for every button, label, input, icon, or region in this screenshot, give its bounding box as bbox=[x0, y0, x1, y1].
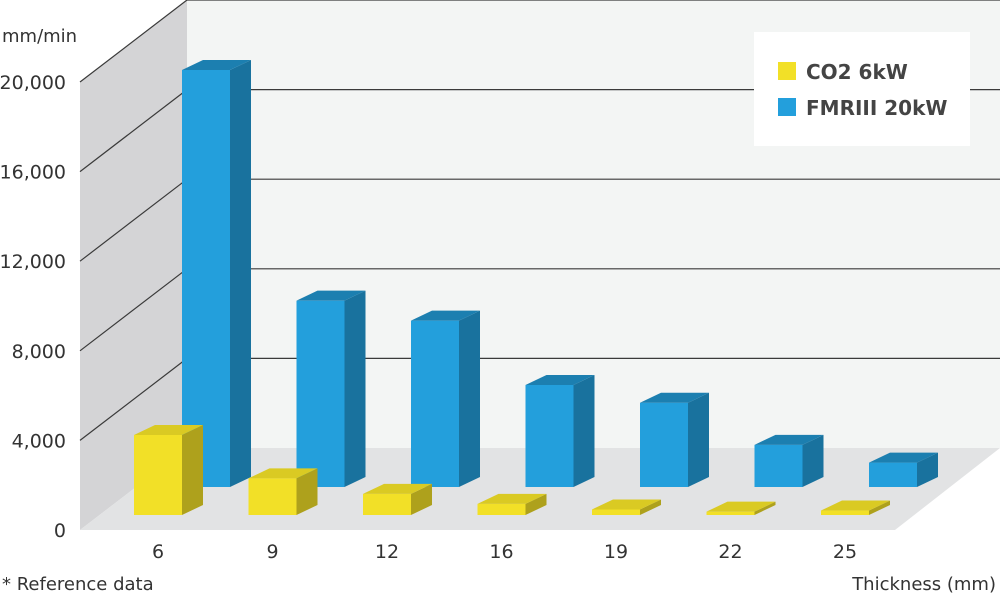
bar-front-face bbox=[248, 478, 297, 515]
bar-side-face bbox=[573, 374, 595, 487]
bar-top-face bbox=[411, 310, 480, 321]
bar-top-face bbox=[248, 468, 318, 479]
bar-fmriii-12 bbox=[411, 310, 480, 487]
x-tick-label: 12 bbox=[375, 541, 399, 563]
grid-line-diagonal bbox=[79, 357, 188, 441]
bar-side-face bbox=[917, 452, 938, 487]
bar-top-face bbox=[134, 425, 203, 435]
grid-line-diagonal bbox=[79, 0, 188, 83]
x-tick-label: 9 bbox=[266, 541, 278, 563]
x-axis-ticks: 6 9 12 16 19 22 25 bbox=[152, 541, 857, 563]
y-axis-ticks: 0 4,000 8,000 12,000 16,000 20,000 bbox=[0, 72, 66, 542]
bar-side-face bbox=[525, 493, 547, 515]
bar-top-face bbox=[525, 374, 595, 385]
grid-line-diagonal bbox=[79, 268, 188, 352]
y-tick-label: 8,000 bbox=[12, 341, 66, 363]
bar-fmriii-6 bbox=[182, 60, 251, 487]
x-tick-label: 25 bbox=[833, 541, 857, 563]
bar-front-face bbox=[869, 462, 917, 487]
bar-co2-22 bbox=[706, 501, 776, 515]
y-tick-label: 4,000 bbox=[12, 430, 66, 452]
bar-top-face bbox=[592, 499, 661, 510]
bar-side-face bbox=[411, 483, 432, 515]
legend-swatch-fmriii bbox=[778, 98, 796, 116]
legend-box bbox=[754, 32, 970, 146]
bar-top-face bbox=[706, 501, 776, 512]
y-tick-label: 0 bbox=[54, 520, 66, 542]
bar-top-face bbox=[821, 500, 890, 511]
bar-side-face bbox=[296, 468, 318, 515]
bar-side-face bbox=[344, 290, 366, 487]
bar-side-face bbox=[182, 425, 203, 515]
bar-fmriii-9 bbox=[296, 290, 366, 487]
bar-top-face bbox=[869, 452, 938, 463]
bar-front-face bbox=[640, 402, 688, 487]
bar-co2-25 bbox=[821, 500, 890, 515]
bar-side-face bbox=[754, 501, 776, 515]
x-tick-label: 22 bbox=[718, 541, 742, 563]
bar-side-face bbox=[688, 392, 709, 487]
bar-front-face bbox=[477, 503, 526, 515]
x-tick-label: 16 bbox=[489, 541, 513, 563]
y-tick-label: 20,000 bbox=[0, 72, 66, 94]
bar-top-face bbox=[296, 290, 366, 301]
bar-side-face bbox=[640, 499, 661, 515]
bar-side-face bbox=[230, 60, 251, 487]
bar-front-face bbox=[296, 300, 345, 487]
x-tick-label: 6 bbox=[152, 541, 164, 563]
y-axis-label: mm/min bbox=[2, 26, 77, 47]
bar-co2-16 bbox=[477, 493, 547, 515]
bar-fmriii-22 bbox=[754, 434, 824, 487]
x-axis-label: Thickness (mm) bbox=[851, 574, 996, 595]
bar-fmriii-16 bbox=[525, 374, 595, 487]
bar-top-face bbox=[363, 483, 432, 494]
legend-swatch-co2 bbox=[778, 62, 796, 80]
bar-fmriii-25 bbox=[869, 452, 938, 487]
bar-co2-19 bbox=[592, 499, 661, 515]
bar-top-face bbox=[754, 434, 824, 445]
legend-label-fmriii: FMRIII 20kW bbox=[806, 96, 947, 120]
bar-front-face bbox=[706, 511, 755, 515]
bar-front-face bbox=[592, 509, 640, 515]
bar-top-face bbox=[640, 392, 709, 403]
y-tick-label: 16,000 bbox=[0, 162, 66, 184]
bar-front-face bbox=[182, 70, 230, 487]
bar-front-face bbox=[754, 444, 803, 487]
chart-side-wall bbox=[80, 0, 187, 530]
bar-co2-9 bbox=[248, 468, 318, 515]
bar-top-face bbox=[477, 493, 547, 504]
bar-front-face bbox=[363, 493, 411, 515]
bar-front-face bbox=[821, 510, 869, 515]
bars bbox=[134, 60, 938, 515]
bar-co2-6 bbox=[134, 425, 203, 515]
bar-side-face bbox=[459, 310, 480, 487]
footnote: * Reference data bbox=[2, 574, 154, 595]
bar-side-face bbox=[802, 434, 824, 487]
grid-line-diagonal bbox=[79, 178, 188, 262]
legend: CO2 6kW FMRIII 20kW bbox=[754, 32, 970, 146]
legend-label-co2: CO2 6kW bbox=[806, 60, 908, 84]
bar-front-face bbox=[134, 435, 182, 515]
y-tick-label: 12,000 bbox=[0, 251, 66, 273]
bar-side-face bbox=[869, 500, 890, 515]
bar-co2-12 bbox=[363, 483, 432, 515]
bar-fmriii-19 bbox=[640, 392, 709, 487]
bar-front-face bbox=[411, 320, 459, 487]
x-tick-label: 19 bbox=[604, 541, 628, 563]
bar-front-face bbox=[525, 384, 574, 487]
grid-line-diagonal bbox=[79, 89, 188, 173]
bar-top-face bbox=[182, 60, 251, 70]
